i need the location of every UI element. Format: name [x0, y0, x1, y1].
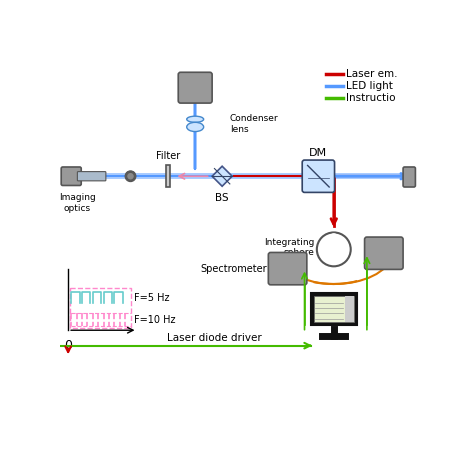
- Text: Integrating
sphere: Integrating sphere: [264, 238, 315, 257]
- FancyBboxPatch shape: [178, 72, 212, 103]
- Text: Instructio: Instructio: [346, 93, 396, 103]
- FancyBboxPatch shape: [302, 160, 335, 192]
- Text: 0: 0: [64, 339, 72, 352]
- Polygon shape: [212, 166, 232, 186]
- Circle shape: [330, 233, 337, 241]
- FancyBboxPatch shape: [61, 167, 81, 185]
- Circle shape: [317, 232, 351, 266]
- Ellipse shape: [187, 116, 204, 122]
- FancyBboxPatch shape: [310, 292, 357, 325]
- FancyBboxPatch shape: [403, 167, 415, 187]
- FancyBboxPatch shape: [268, 253, 307, 285]
- FancyBboxPatch shape: [77, 172, 106, 181]
- Circle shape: [127, 173, 134, 180]
- Circle shape: [126, 172, 135, 181]
- Text: F=5 Hz: F=5 Hz: [134, 292, 170, 302]
- Text: Laser diode driver: Laser diode driver: [167, 333, 262, 343]
- Circle shape: [125, 171, 136, 182]
- Ellipse shape: [187, 122, 204, 132]
- Text: Condenser
lens: Condenser lens: [230, 114, 278, 134]
- FancyBboxPatch shape: [314, 296, 354, 322]
- Text: LED light: LED light: [346, 81, 393, 91]
- Text: Filter: Filter: [156, 151, 181, 161]
- Text: Laser em.: Laser em.: [346, 69, 398, 79]
- Text: LED: LED: [183, 90, 208, 103]
- Text: Spectrometer: Spectrometer: [200, 264, 267, 273]
- Text: DM: DM: [310, 148, 328, 158]
- Circle shape: [320, 236, 347, 263]
- Text: F=10 Hz: F=10 Hz: [134, 315, 176, 325]
- Bar: [345, 296, 354, 322]
- Bar: [166, 165, 170, 187]
- FancyBboxPatch shape: [365, 237, 403, 269]
- Text: Imaging
optics: Imaging optics: [59, 193, 96, 212]
- Text: BS: BS: [215, 193, 229, 203]
